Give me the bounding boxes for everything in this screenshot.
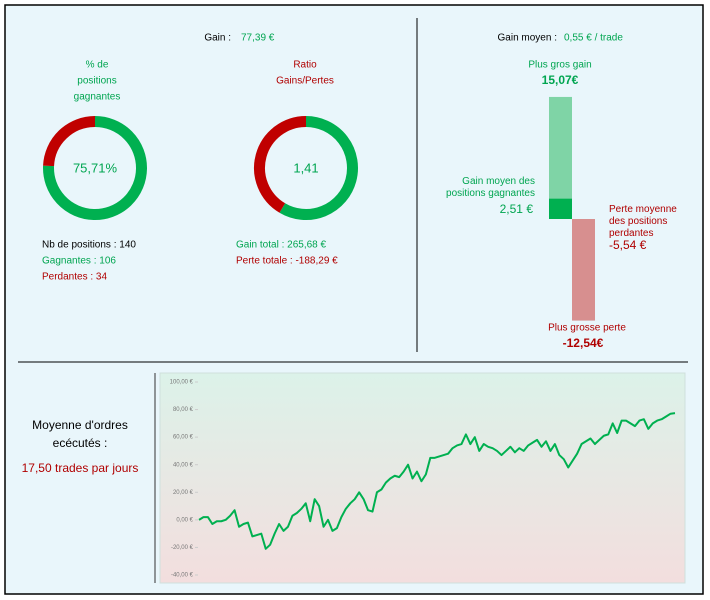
donut-title: % de xyxy=(86,60,109,71)
y-tick-label: 20,00 € xyxy=(173,490,194,496)
bar-value-label: -12,54€ xyxy=(563,336,604,350)
bar xyxy=(572,219,595,321)
bar-value-label: -5,54 € xyxy=(609,238,647,252)
y-tick-label: -40,00 € xyxy=(171,573,194,579)
bar-value-label: 2,51 € xyxy=(500,202,534,216)
y-tick-label: 40,00 € xyxy=(173,462,194,468)
bar-category: Perte moyenne des positions perdantes xyxy=(609,204,677,239)
stat-text: Nb de positions : 140 xyxy=(42,240,136,251)
donut-segment xyxy=(279,116,358,220)
bar-category: Plus grosse perte xyxy=(548,323,626,334)
y-tick-label: -20,00 € xyxy=(171,545,194,551)
gain-value: 77,39 € xyxy=(241,33,275,44)
bar-value-label: 15,07€ xyxy=(542,73,579,87)
orders-value: 17,50 trades par jours xyxy=(22,461,139,475)
bar-category: Gain moyen des positions gagnantes xyxy=(446,176,535,199)
donut-segment xyxy=(254,116,307,213)
bar-category: Plus gros gain xyxy=(528,60,591,71)
stat-text: Perte totale : -188,29 € xyxy=(236,256,338,267)
y-tick-label: 100,00 € xyxy=(170,380,194,386)
donut-title: Gains/Pertes xyxy=(276,76,334,87)
donut-title: Ratio xyxy=(293,60,317,71)
y-tick-label: 80,00 € xyxy=(173,407,194,413)
donut-title: gagnantes xyxy=(74,92,121,103)
stat-text: Gagnantes : 106 xyxy=(42,256,116,267)
donut-center-label: 75,71% xyxy=(73,160,118,175)
stat-text: Gain total : 265,68 € xyxy=(236,240,327,251)
donut-title: positions xyxy=(77,76,116,87)
avg-gain-value: 0,55 € / trade xyxy=(564,33,623,44)
donut-center-label: 1,41 xyxy=(293,160,318,175)
orders-label: Moyenne d'ordres ecécutés : xyxy=(32,418,128,450)
y-tick-label: 0,00 € xyxy=(176,517,193,523)
avg-gain-label: Gain moyen : xyxy=(498,33,557,44)
y-tick-label: 60,00 € xyxy=(173,435,194,441)
bar xyxy=(549,198,572,219)
cumulative-line xyxy=(198,412,676,550)
gain-label: Gain : xyxy=(204,33,231,44)
donut-segment xyxy=(43,116,147,220)
donut-segment xyxy=(43,116,96,167)
bar xyxy=(549,96,572,219)
stat-text: Perdantes : 34 xyxy=(42,272,107,283)
